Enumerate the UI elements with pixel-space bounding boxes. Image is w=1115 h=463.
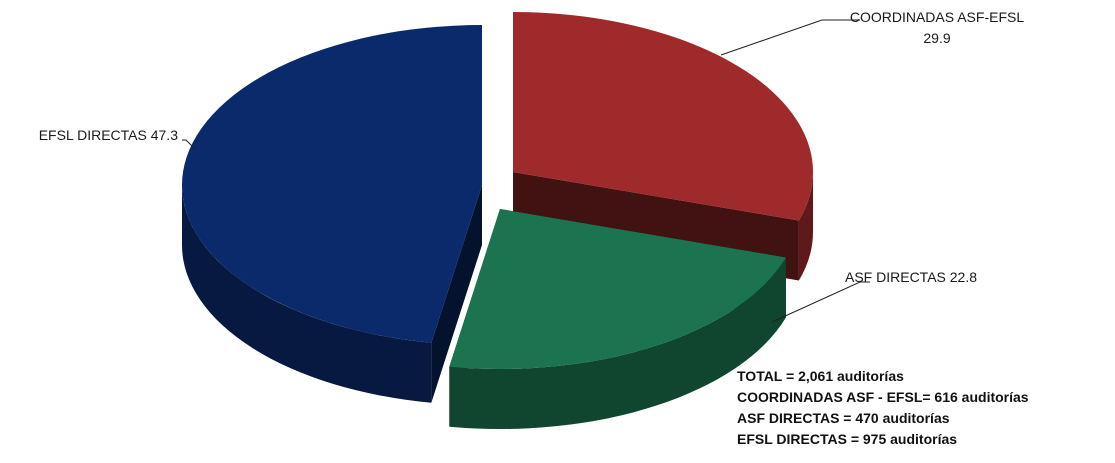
slice-top-3 xyxy=(182,25,482,343)
slice-wall-3-1 xyxy=(431,185,482,403)
summary-efsl-directas: EFSL DIRECTAS = 975 auditorías xyxy=(737,431,958,447)
summary-asf-directas: ASF DIRECTAS = 470 auditorías xyxy=(737,410,950,426)
summary-total: TOTAL = 2,061 auditorías xyxy=(737,368,904,384)
pie-slice-2 xyxy=(449,209,786,429)
slice-label-2: ASF DIRECTAS 22.8 xyxy=(845,269,977,285)
slice-side-3-1 xyxy=(182,185,432,403)
leader-line-2 xyxy=(771,281,870,323)
slice-side-2-1 xyxy=(449,257,786,429)
leader-line-1 xyxy=(720,19,860,56)
slice-label-3: EFSL DIRECTAS 47.3 xyxy=(39,127,178,143)
pie-slice-3 xyxy=(182,25,482,403)
slice-label-value: 29.9 xyxy=(923,30,950,46)
slice-top-1 xyxy=(513,12,813,221)
slice-top-2 xyxy=(449,209,786,369)
slice-label-name: COORDINADAS ASF-EFSL xyxy=(850,9,1024,25)
leader-line-3 xyxy=(182,139,197,151)
summary-coordinadas: COORDINADAS ASF - EFSL= 616 auditorías xyxy=(737,389,1029,405)
slice-side-1-1 xyxy=(798,172,813,281)
totals-summary: TOTAL = 2,061 auditorías COORDINADAS ASF… xyxy=(737,366,1029,450)
slice-label-1: COORDINADAS ASF-EFSL 29.9 xyxy=(850,9,1024,46)
